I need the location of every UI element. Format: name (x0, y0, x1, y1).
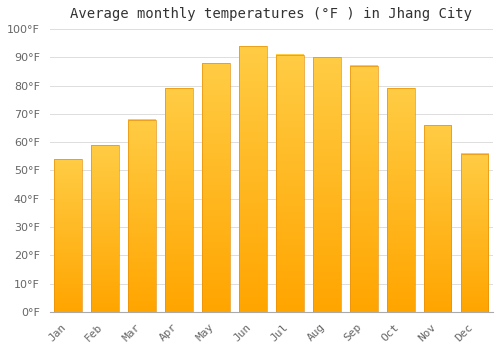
Bar (128, 120, 156, 312)
Bar (91, 145, 119, 312)
Bar (424, 125, 452, 312)
Bar (202, 63, 230, 312)
Bar (313, 57, 340, 312)
Bar (350, 66, 378, 312)
Bar (460, 154, 488, 312)
Bar (276, 55, 303, 312)
Bar (54, 159, 82, 312)
Bar (165, 89, 193, 312)
Bar (239, 46, 266, 312)
Title: Average monthly temperatures (°F ) in Jhang City: Average monthly temperatures (°F ) in Jh… (70, 7, 472, 21)
Bar (387, 89, 414, 312)
